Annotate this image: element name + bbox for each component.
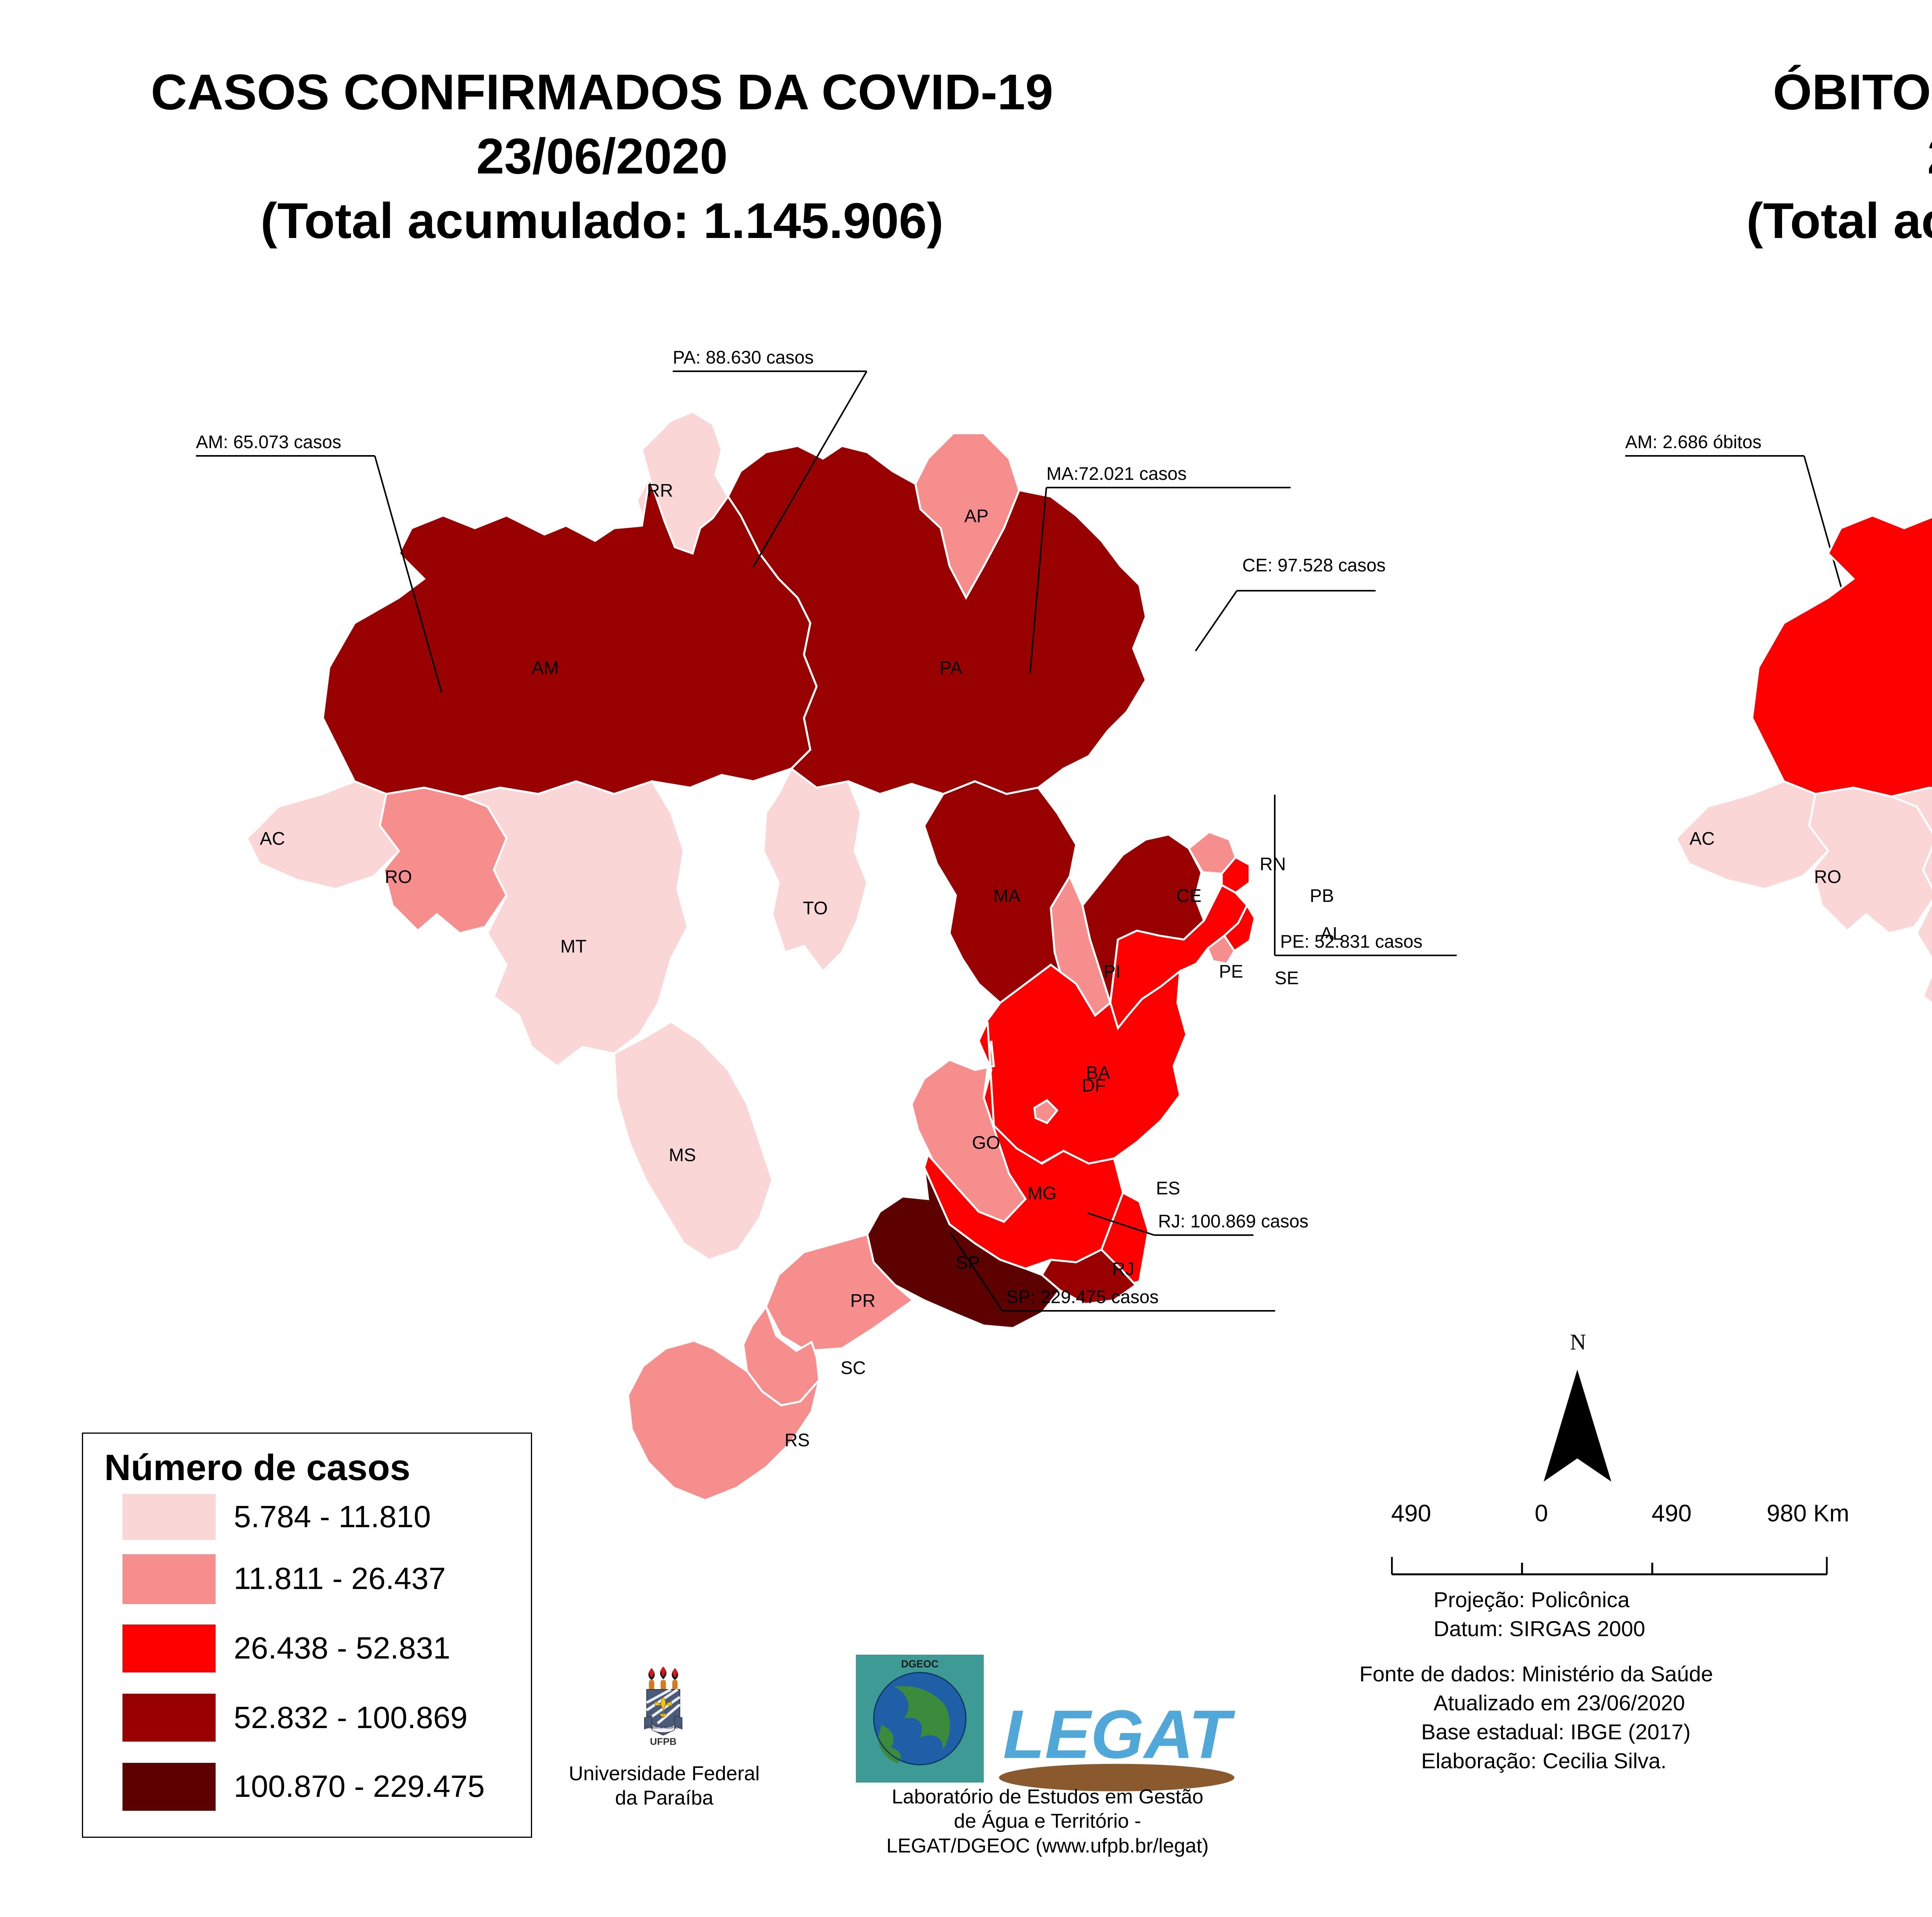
svg-text:UFPB: UFPB bbox=[650, 1736, 677, 1747]
svg-text:DGEOC: DGEOC bbox=[901, 1658, 939, 1670]
svg-text:LEGAT: LEGAT bbox=[1003, 1696, 1236, 1773]
svg-text:SAPIENTIA AEDIFICAT: SAPIENTIA AEDIFICAT bbox=[645, 1726, 682, 1730]
